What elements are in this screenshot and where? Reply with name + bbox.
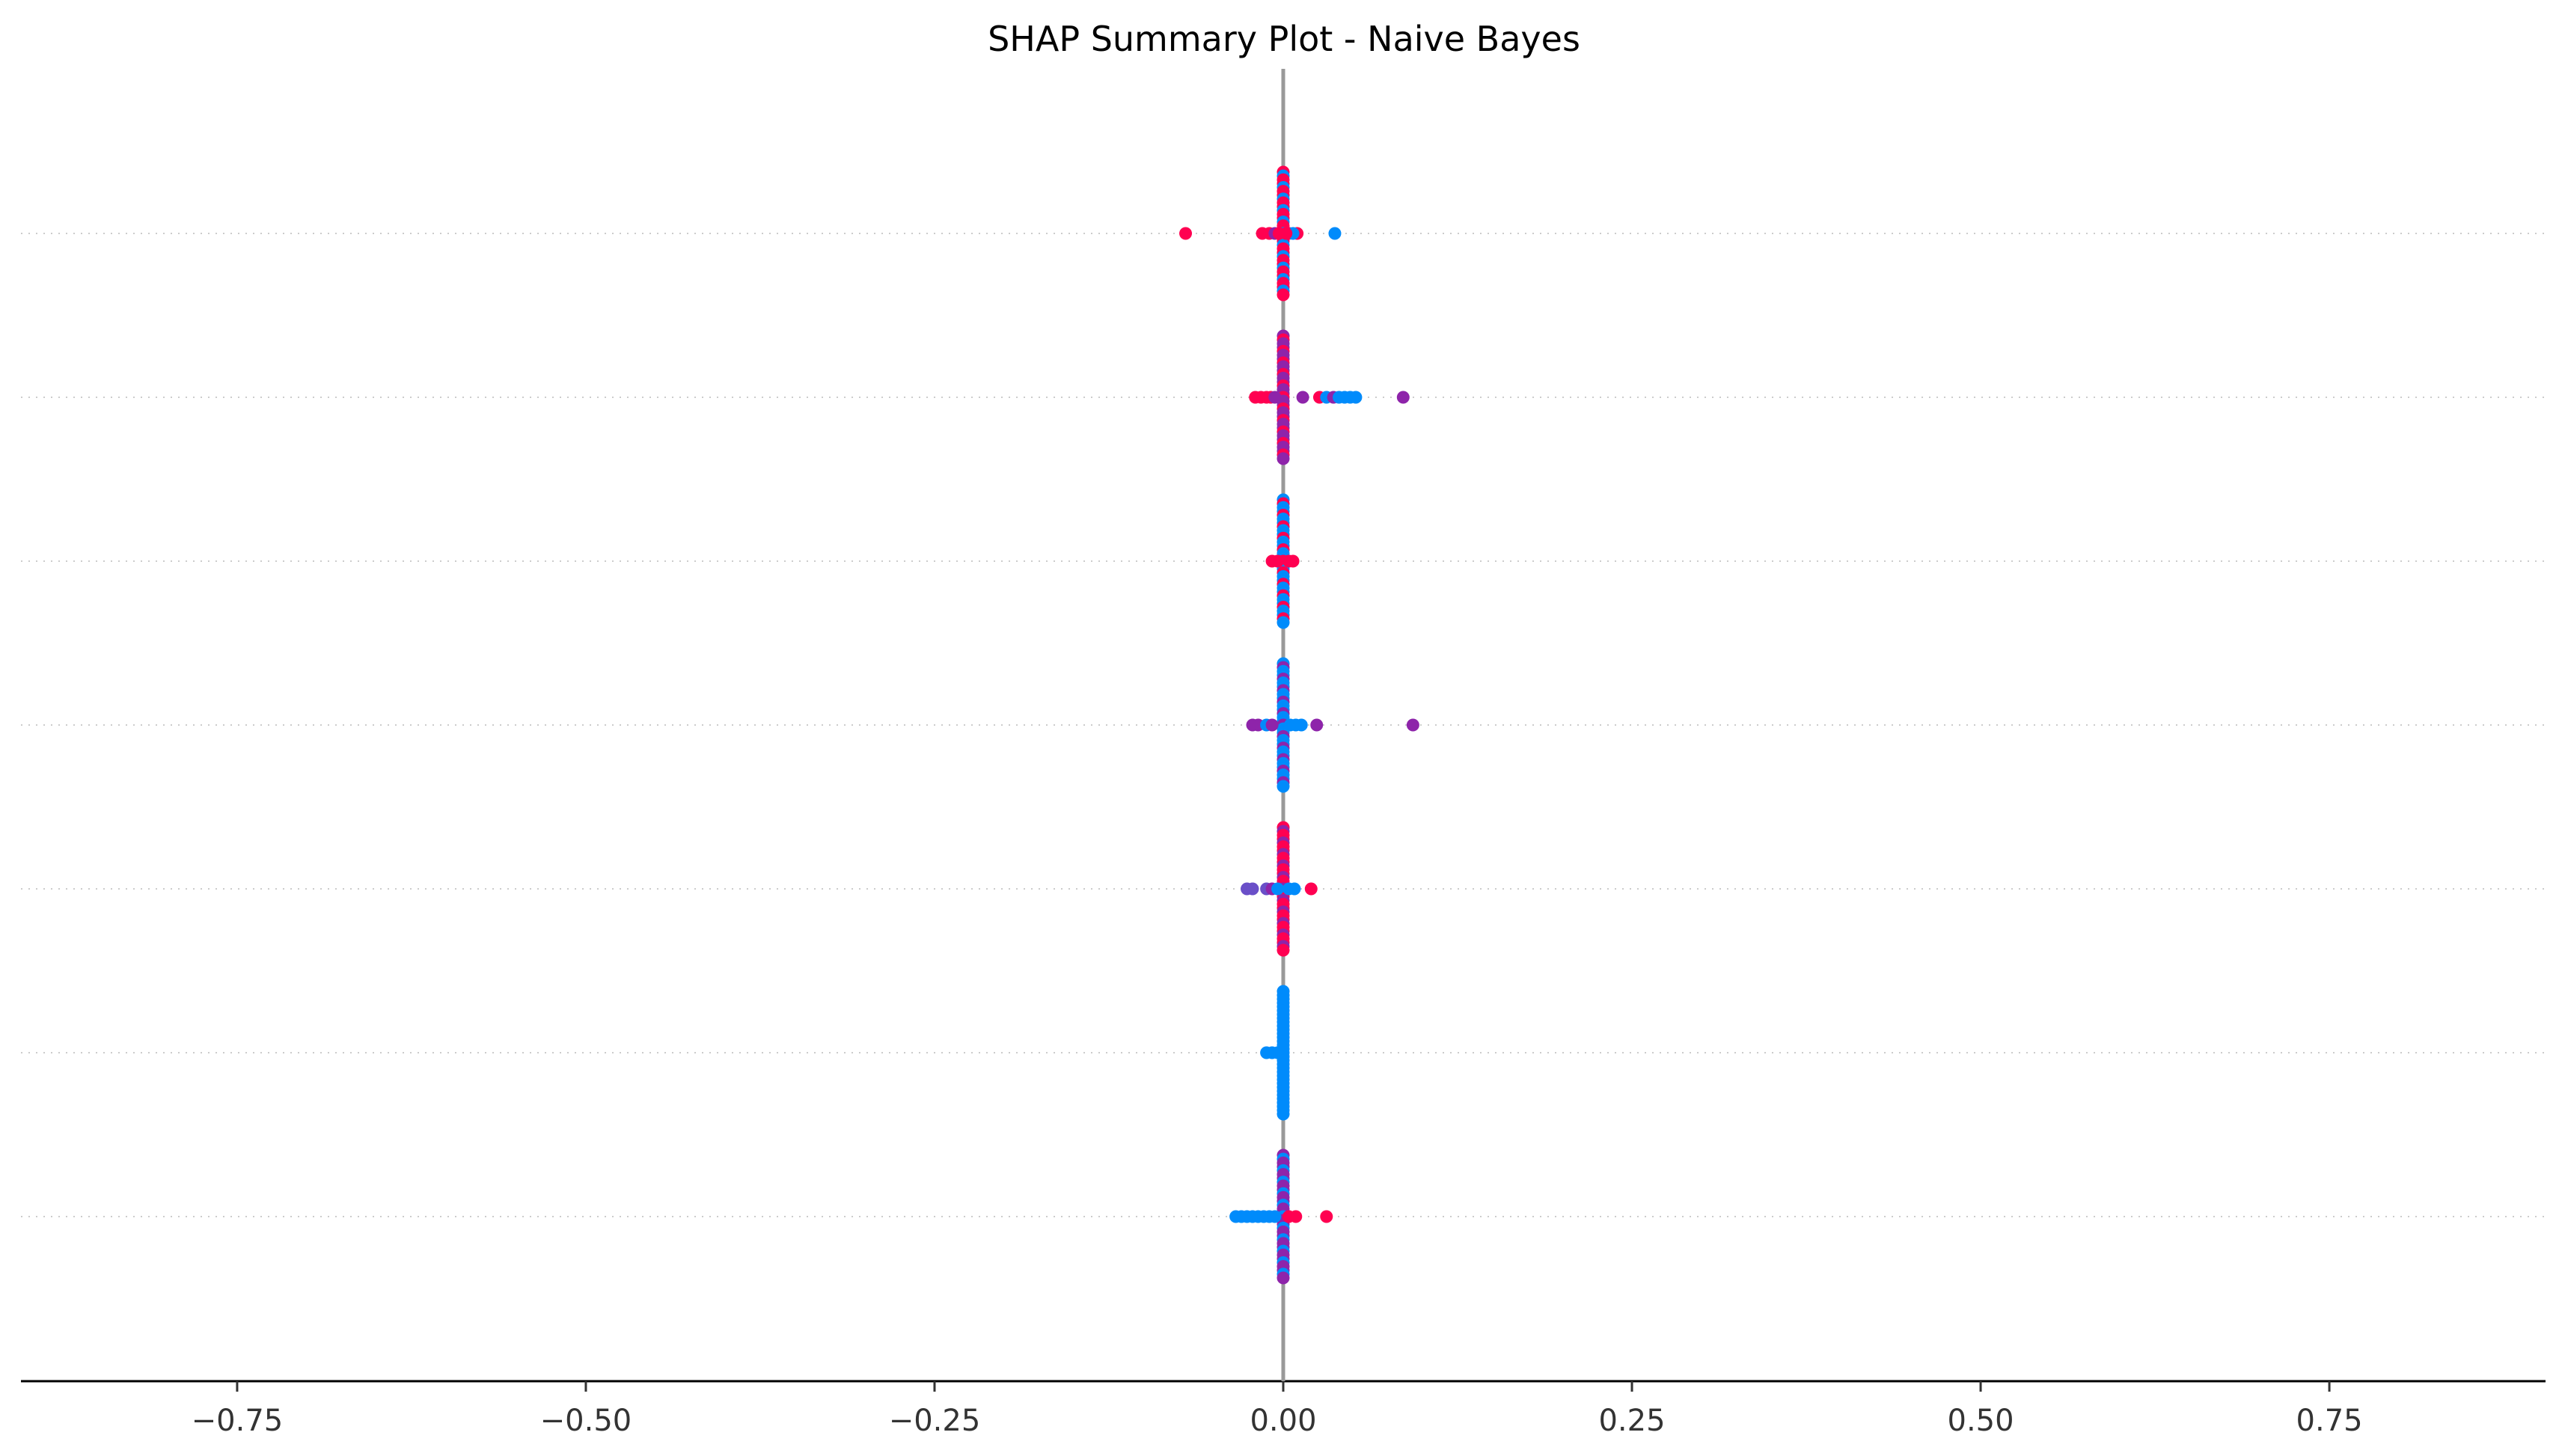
shap-point bbox=[1277, 943, 1290, 957]
shap-point bbox=[1277, 780, 1290, 793]
shap-point bbox=[1320, 1210, 1333, 1223]
x-axis: −0.75 −0.50 −0.25 0.00 0.25 0.50 0.75 bbox=[21, 1380, 2546, 1438]
shap-point bbox=[1268, 391, 1282, 404]
shap-point bbox=[1179, 227, 1193, 240]
shap-point bbox=[1277, 288, 1290, 302]
shap-point bbox=[1294, 718, 1308, 732]
shap-point bbox=[1246, 882, 1259, 896]
shap-point bbox=[1396, 391, 1410, 404]
x-tick-label: 0.50 bbox=[1948, 1404, 2014, 1438]
chart-title: SHAP Summary Plot - Naive Bayes bbox=[988, 19, 1580, 59]
shap-point bbox=[1277, 1107, 1290, 1121]
x-tick-label: 0.75 bbox=[2296, 1404, 2363, 1438]
shap-point bbox=[1277, 1271, 1290, 1285]
shap-point bbox=[1406, 718, 1419, 732]
shap-point bbox=[1289, 1210, 1303, 1223]
shap-point bbox=[1349, 391, 1363, 404]
shap-point bbox=[1288, 882, 1301, 896]
shap-point bbox=[1271, 554, 1285, 568]
x-tick-label: 0.00 bbox=[1250, 1404, 1316, 1438]
shap-point bbox=[1328, 227, 1342, 240]
shap-point bbox=[1286, 554, 1300, 568]
shap-point bbox=[1271, 882, 1285, 896]
shap-point bbox=[1277, 452, 1290, 465]
row-guides bbox=[21, 233, 2546, 1217]
shap-point bbox=[1304, 882, 1318, 896]
x-tick-label: −0.25 bbox=[889, 1404, 981, 1438]
x-tick-label: 0.25 bbox=[1598, 1404, 1665, 1438]
shap-point bbox=[1310, 718, 1324, 732]
shap-point bbox=[1265, 718, 1279, 732]
shap-point bbox=[1296, 391, 1309, 404]
x-tick-label: −0.75 bbox=[192, 1404, 284, 1438]
shap-points bbox=[1179, 165, 1419, 1285]
shap-point bbox=[1277, 616, 1290, 629]
shap-point bbox=[1280, 227, 1293, 240]
x-tick-label: −0.50 bbox=[540, 1404, 632, 1438]
shap-point bbox=[1271, 1046, 1285, 1059]
shap-point bbox=[1268, 1210, 1282, 1223]
